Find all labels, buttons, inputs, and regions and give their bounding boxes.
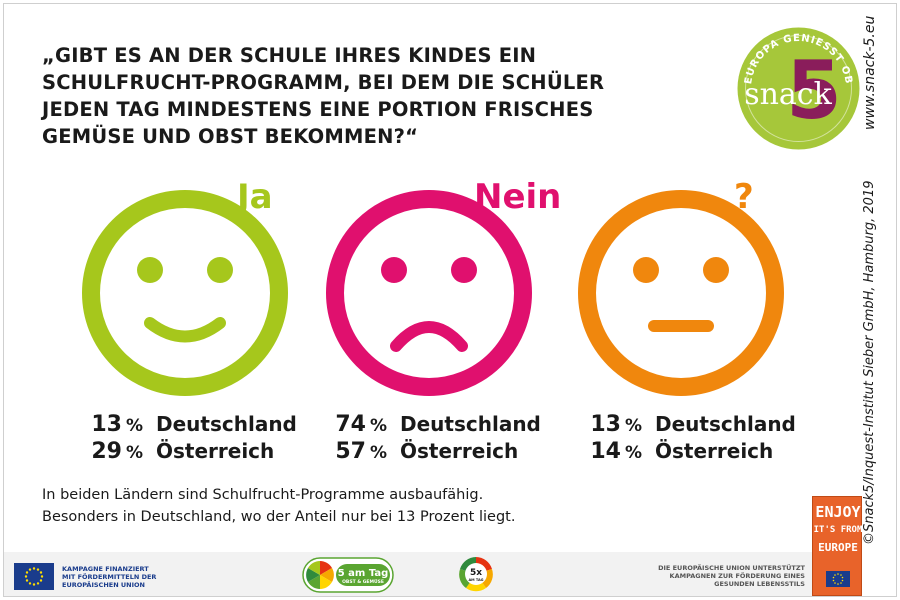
stats-unknown: 13 % Deutschland 14 % Österreich [573,412,833,466]
smiley-face-icon [82,190,288,396]
stats-ja: 13 % Deutschland 29 % Österreich [74,412,334,466]
5-am-tag-subtitle: OBST & GEMÜSE [342,578,384,585]
logo-disc [737,27,860,150]
stat-unit: % [370,443,388,463]
question-line: GEMÜSE UND OBST BEKOMMEN?“ [42,125,419,148]
stat-unit: % [625,416,643,436]
enjoy-line: ENJOY [815,503,861,521]
enjoy-line: IT'S FROM [813,525,863,535]
stat-unit: % [370,416,388,436]
stat-unit: % [126,416,144,436]
stat-row-deutschland: 13 % Deutschland [74,412,334,439]
stat-value: 13 [91,412,122,437]
stat-value: 57 [335,439,366,464]
page-frame [3,3,897,597]
5-am-tag-logo: 5 am Tag OBST & GEMÜSE [302,557,394,593]
eu-flag-icon [826,571,850,587]
eu-funding-line: EUROPÄISCHEN UNION [62,581,146,589]
snack5-logo: EUROPA GENIESST OBST & GEMÜSE 5 snack [736,26,860,150]
neutral-face-icon [578,190,784,396]
stat-row-deutschland: 13 % Deutschland [573,412,833,439]
stat-country: Deutschland [400,412,541,436]
stat-row-oesterreich: 14 % Österreich [573,439,833,466]
footer-bar [4,552,814,596]
eu-support-line: KAMPAGNEN ZUR FÖRDERUNG EINES [669,572,805,580]
stat-value: 13 [590,412,621,437]
summary-line: In beiden Ländern sind Schulfrucht-Progr… [42,487,484,503]
stat-row-oesterreich: 29 % Österreich [74,439,334,466]
question-line: „GIBT ES AN DER SCHULE IHRES KINDES EIN [42,44,537,67]
5x-title: 5x [470,568,482,578]
eu-funding-line: KAMPAGNE FINANZIERT [62,565,149,573]
eu-funding-line: MIT FÖRDERMITTELN DER [62,573,157,581]
question-line: JEDEN TAG MINDESTENS EINE PORTION FRISCH… [42,98,594,121]
stat-unit: % [126,443,144,463]
5x-subtitle: AM TAG [468,578,483,582]
eu-flag-icon [14,563,54,590]
eu-support-line: GESUNDEN LEBENSSTILS [714,580,805,588]
eu-support-note: DIE EUROPÄISCHE UNION UNTERSTÜTZT KAMPAG… [600,564,805,588]
sad-face-icon [326,190,532,396]
enjoy-line: EUROPE [818,541,858,554]
survey-question: „GIBT ES AN DER SCHULE IHRES KINDES EIN … [42,42,682,150]
stat-value: 29 [91,439,122,464]
website-url[interactable]: www.snack-5.eu [862,15,878,130]
stat-value: 14 [590,439,621,464]
stat-unit: % [625,443,643,463]
summary-text: In beiden Ländern sind Schulfrucht-Progr… [42,484,622,528]
stat-country: Österreich [655,439,774,463]
stat-row-oesterreich: 57 % Österreich [318,439,578,466]
enjoy-its-from-europe-logo: ENJOY IT'S FROM EUROPE [812,496,862,596]
answer-label-unknown: ? [734,177,754,217]
logo-wordmark: snack [744,77,832,112]
5x-am-tag-logo: 5x AM TAG [459,557,493,592]
stat-country: Österreich [400,439,519,463]
stat-row-deutschland: 74 % Deutschland [318,412,578,439]
eu-support-line: DIE EUROPÄISCHE UNION UNTERSTÜTZT [658,564,805,572]
question-line: SCHULFRUCHT-PROGRAMM, BEI DEM DIE SCHÜLE… [42,71,605,94]
stats-nein: 74 % Deutschland 57 % Österreich [318,412,578,466]
stat-country: Deutschland [156,412,297,436]
stat-value: 74 [335,412,366,437]
stat-country: Deutschland [655,412,796,436]
copyright-note: ©Snack5/Inquest-Institut Sieber GmbH, Ha… [862,180,877,546]
summary-line: Besonders in Deutschland, wo der Anteil … [42,509,516,525]
logo-number: 5 [786,44,842,137]
5-am-tag-title: 5 am Tag [338,568,389,579]
stat-country: Österreich [156,439,275,463]
eu-funding-note: KAMPAGNE FINANZIERT MIT FÖRDERMITTELN DE… [62,565,156,589]
